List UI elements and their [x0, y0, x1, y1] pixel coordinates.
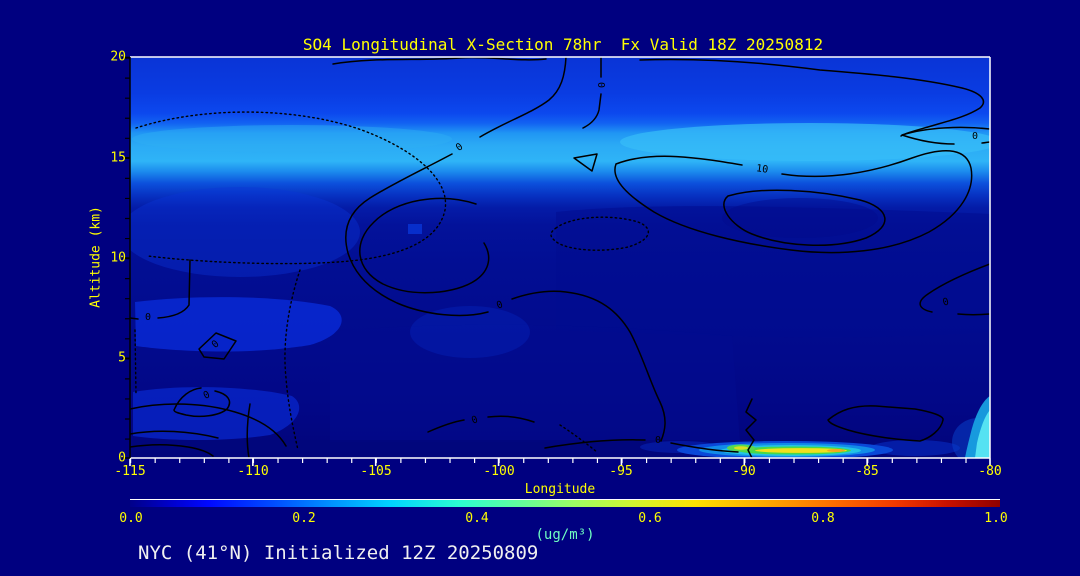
x-tick--85: -85	[855, 464, 879, 479]
colorbar	[130, 499, 1000, 507]
colorbar-units-label: (ug/m³)	[535, 527, 595, 543]
y-axis-label: Altitude (km)	[88, 206, 104, 308]
contour-label: 10	[755, 163, 769, 176]
plot-title: SO4 Longitudinal X-Section 78hr Fx Valid…	[302, 35, 824, 54]
colorbar-tick-0.6: 0.6	[638, 511, 662, 526]
contour-label: 0	[595, 81, 606, 89]
y-tick-15: 15	[110, 150, 126, 166]
colorbar-tick-0.0: 0.0	[119, 511, 143, 526]
y-tick-10: 10	[110, 250, 126, 266]
y-tick-5: 5	[118, 350, 126, 366]
y-tick-0: 0	[118, 450, 126, 466]
axis-spines-and-ticks	[122, 56, 991, 466]
contour-lines-solid	[130, 57, 990, 458]
x-tick--80: -80	[978, 464, 1002, 479]
station-init-line: NYC (41°N) Initialized 12Z 20250809	[138, 542, 539, 564]
contour-label: 0	[654, 435, 662, 446]
concentration-field	[130, 57, 990, 458]
x-tick--115: -115	[114, 464, 146, 479]
colorbar-tick-1.0: 1.0	[984, 511, 1008, 526]
x-tick--100: -100	[483, 464, 515, 479]
colorbar-tick-0.8: 0.8	[811, 511, 835, 526]
x-tick--110: -110	[237, 464, 269, 479]
contour-label: 0	[971, 131, 979, 142]
x-tick--105: -105	[360, 464, 392, 479]
x-tick--95: -95	[609, 464, 633, 479]
right-edge-plume	[952, 396, 990, 458]
x-tick--90: -90	[732, 464, 756, 479]
contour-lines-dotted	[134, 111, 649, 453]
y-tick-20: 20	[110, 49, 126, 65]
colorbar-tick-0.4: 0.4	[465, 511, 489, 526]
x-axis-label: Longitude	[524, 482, 596, 497]
contour-label: 0	[144, 312, 152, 323]
colorbar-tick-0.2: 0.2	[292, 511, 316, 526]
surface-plume	[677, 441, 893, 458]
